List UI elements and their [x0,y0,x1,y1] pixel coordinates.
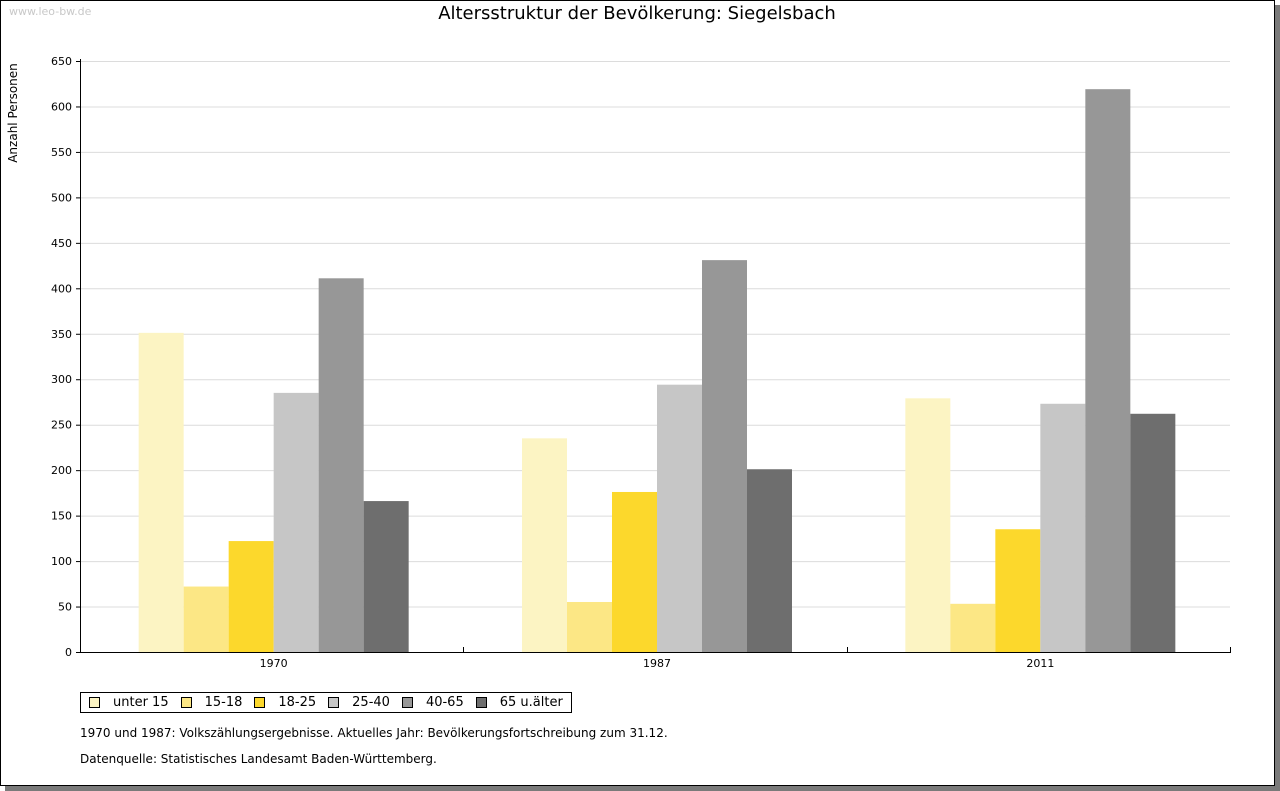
chart-title: Altersstruktur der Bevölkerung: Siegelsb… [438,3,836,24]
y-tick-label: 600 [51,100,72,113]
bar-unter-15-1970 [138,332,184,652]
bar-25-40-1987 [657,384,702,652]
legend-swatch [475,697,487,708]
bar-65-u-lter-1987 [747,469,792,652]
bar-18-25-1970 [228,541,274,652]
y-tick-label: 550 [51,146,72,159]
y-tick-label: 0 [65,646,72,659]
y-tick-label: 150 [51,510,72,523]
legend-item: 25-40 [328,695,390,710]
bar-15-18-1970 [183,586,229,652]
bar-65-u-lter-2011 [1130,413,1176,652]
bar-18-25-1987 [612,491,657,652]
census-note: 1970 und 1987: Volkszählungsergebnisse. … [80,726,668,740]
bar-unter-15-1987 [522,438,567,652]
bar-25-40-2011 [1040,403,1086,652]
y-tick-label: 450 [51,237,72,250]
legend-label: 15-18 [204,695,243,710]
bar-unter-15-2011 [905,398,951,652]
x-tick-label: 2011 [1026,657,1054,670]
y-tick-label: 400 [51,282,72,295]
y-tick-label: 50 [58,601,72,614]
legend-label: 40-65 [425,695,464,710]
y-tick-label: 650 [51,55,72,68]
legend-item: 15-18 [180,695,243,710]
bar-40-65-1987 [702,260,747,652]
bar-15-18-1987 [567,601,612,652]
bar-65-u-lter-1970 [363,501,409,652]
legend-item: 18-25 [254,695,316,710]
legend-item: 40-65 [401,695,464,710]
legend-swatch [328,697,340,708]
legend-item: unter 15 [89,695,169,710]
bar-40-65-1970 [318,278,364,652]
legend-swatch [401,697,413,708]
y-tick-label: 100 [51,555,72,568]
bar-40-65-2011 [1085,89,1131,652]
watermark: www.leo-bw.de [9,5,92,18]
legend-swatch [89,697,100,708]
y-tick-label: 350 [51,328,72,341]
legend-swatch [180,697,192,708]
y-tick-label: 200 [51,464,72,477]
bar-15-18-2011 [950,603,996,652]
bar-25-40-1970 [273,392,319,652]
y-tick-label: 500 [51,191,72,204]
legend: unter 15 15-18 18-25 25-40 40-65 65 u.älter [80,692,572,713]
y-tick-label: 300 [51,373,72,386]
legend-label: 65 u.älter [499,695,563,710]
bar-18-25-2011 [995,529,1041,652]
legend-swatch [254,697,266,708]
x-tick-label: 1970 [260,657,288,670]
legend-label: 18-25 [278,695,317,710]
x-tick-label: 1987 [643,657,671,670]
legend-label: unter 15 [113,695,169,710]
legend-label: 25-40 [352,695,390,710]
legend-item: 65 u.älter [475,695,563,710]
y-tick-label: 250 [51,419,72,432]
data-source-note: Datenquelle: Statistisches Landesamt Bad… [80,752,437,766]
